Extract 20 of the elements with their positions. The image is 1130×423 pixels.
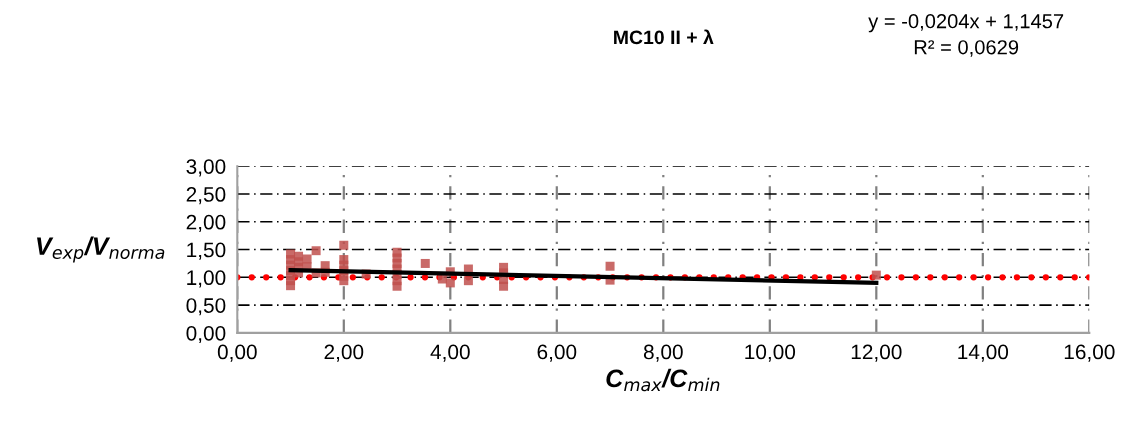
x-axis-title: C$_{max}$/C$_{min}$ [606, 368, 720, 392]
x-tick-label: 14,00 [958, 344, 1009, 362]
x-tick-label: 2,00 [324, 344, 364, 362]
text: y = -0,0204x + 1,1457 R² = 0,0629 [868, 14, 1064, 57]
y-tick-label: 1,50 [187, 242, 226, 260]
y-tick-label: 3,00 [186, 159, 226, 177]
x-tick-label: 12,00 [851, 344, 902, 362]
y-tick-label: 2,00 [186, 214, 226, 233]
chart-title: MC10 II + λ [614, 29, 714, 45]
x-tick-label: 8,00 [643, 344, 683, 362]
x-tick-label: 6,00 [537, 344, 577, 362]
x-tick-label: 4,00 [430, 344, 470, 362]
y-tick-label: 0,00 [186, 325, 226, 344]
x-tick-label: 16,00 [1064, 344, 1115, 362]
y-tick-label: 2,50 [186, 187, 226, 205]
x-tick-label: 0,00 [217, 344, 257, 362]
y-axis-title: V$_{exp}$/V$_{norma}$ [37, 236, 165, 263]
y-tick-label: 1,00 [187, 270, 226, 288]
x-tick-label: 10,00 [745, 344, 796, 362]
y-tick-label: 0,50 [186, 298, 226, 316]
